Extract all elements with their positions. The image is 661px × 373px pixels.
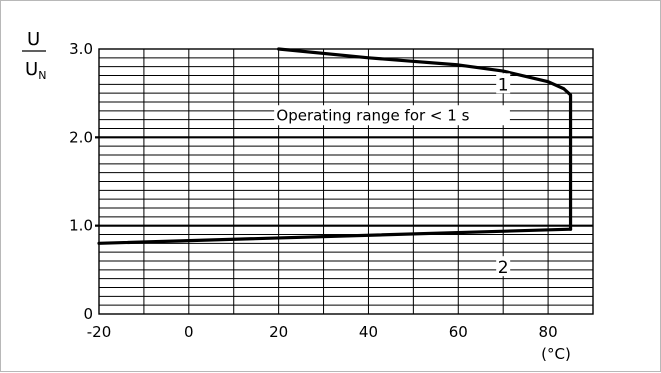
y-tick-label: 2.0 [69,128,93,146]
y-tick-label: 0 [83,305,93,323]
series-label-background [496,73,511,94]
series-label-1: 1 [498,75,509,95]
y-tick-label: 1.0 [69,217,93,235]
x-tick-label: 20 [269,323,288,341]
series-label-background [496,256,511,277]
series-line-1 [277,47,573,231]
x-tick-label: -20 [87,323,112,341]
y-tick-label: 3.0 [69,40,93,58]
x-tick-label: 40 [359,323,378,341]
x-tick-label: 80 [539,323,558,341]
series-line-2 [97,227,573,245]
y-axis-label-numerator: U [27,29,40,50]
x-tick-label: 0 [184,323,194,341]
plot-border [98,48,594,315]
y-axis-label-denominator: UN [25,59,46,82]
grid-lines [95,48,594,315]
x-tick-label: 60 [449,323,468,341]
series-group [97,47,573,245]
series-label-2: 2 [498,258,509,278]
series-labels: Operating range for < 1 s 1 2 [274,73,511,278]
annotation-operating-range: Operating range for < 1 s [276,106,469,124]
annotation-background [274,105,510,126]
x-axis-unit: (°C) [541,345,571,363]
